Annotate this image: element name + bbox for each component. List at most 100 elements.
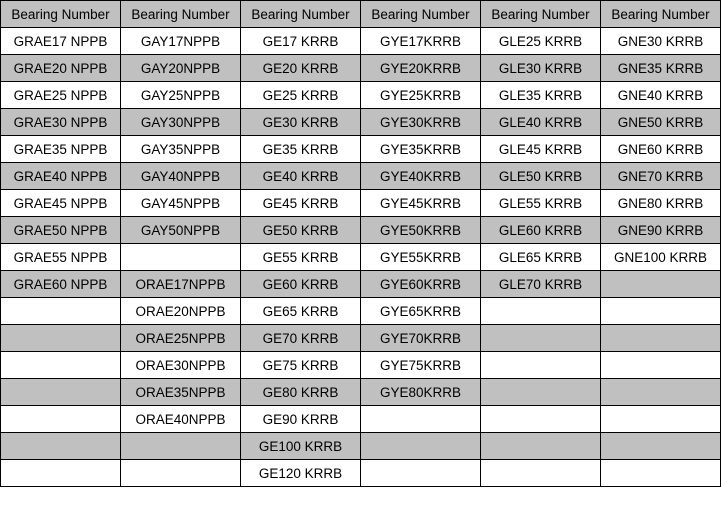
cell: GE75 KRRB: [240, 351, 361, 379]
cell: GYE70KRRB: [360, 324, 481, 352]
cell: GLE70 KRRB: [480, 270, 601, 298]
header-row: Bearing Number Bearing Number Bearing Numb…: [0, 0, 721, 28]
cell: GAY20NPPB: [120, 54, 241, 82]
cell: GYE75KRRB: [360, 351, 481, 379]
table-row: GE120 KRRB: [0, 459, 721, 487]
bearing-table: Bearing Number Bearing Number Bearing Numb…: [0, 0, 721, 487]
header-cell: Bearing Number: [120, 0, 241, 28]
empty-cell: [0, 378, 121, 406]
cell: ORAE25NPPB: [120, 324, 241, 352]
cell: GE30 KRRB: [240, 108, 361, 136]
table-row: GRAE45 NPPB GAY45NPPB GE45 KRRB GYE45KRRB GL…: [0, 189, 721, 217]
cell: GYE25KRRB: [360, 81, 481, 109]
cell: GE80 KRRB: [240, 378, 361, 406]
cell: ORAE40NPPB: [120, 405, 241, 433]
table-row: GE100 KRRB: [0, 432, 721, 460]
cell: GAY35NPPB: [120, 135, 241, 163]
cell: GAY25NPPB: [120, 81, 241, 109]
cell: GE65 KRRB: [240, 297, 361, 325]
empty-cell: [120, 243, 241, 271]
cell: GRAE20 NPPB: [0, 54, 121, 82]
empty-cell: [600, 432, 721, 460]
cell: GNE35 KRRB: [600, 54, 721, 82]
cell: GAY45NPPB: [120, 189, 241, 217]
empty-cell: [0, 432, 121, 460]
cell: GE60 KRRB: [240, 270, 361, 298]
table-row: GRAE17 NPPB GAY17NPPB GE17 KRRB GYE17KRRB GL…: [0, 27, 721, 55]
cell: ORAE20NPPB: [120, 297, 241, 325]
cell: GNE100 KRRB: [600, 243, 721, 271]
cell: GRAE55 NPPB: [0, 243, 121, 271]
cell: GE35 KRRB: [240, 135, 361, 163]
table-row: ORAE20NPPB GE65 KRRB GYE65KRRB: [0, 297, 721, 325]
table-row: GRAE40 NPPB GAY40NPPB GE40 KRRB GYE40KRRB GL…: [0, 162, 721, 190]
cell: GRAE50 NPPB: [0, 216, 121, 244]
cell: GNE60 KRRB: [600, 135, 721, 163]
cell: GAY50NPPB: [120, 216, 241, 244]
empty-cell: [600, 297, 721, 325]
cell: GNE40 KRRB: [600, 81, 721, 109]
cell: GYE50KRRB: [360, 216, 481, 244]
table-row: GRAE60 NPPB ORAE17NPPB GE60 KRRB GYE60KRRB G…: [0, 270, 721, 298]
empty-cell: [120, 432, 241, 460]
empty-cell: [120, 459, 241, 487]
table-row: GRAE50 NPPB GAY50NPPB GE50 KRRB GYE50KRRB GL…: [0, 216, 721, 244]
cell: GLE35 KRRB: [480, 81, 601, 109]
cell: GNE30 KRRB: [600, 27, 721, 55]
table-row: ORAE25NPPB GE70 KRRB GYE70KRRB: [0, 324, 721, 352]
cell: GYE30KRRB: [360, 108, 481, 136]
cell: GE90 KRRB: [240, 405, 361, 433]
cell: GNE90 KRRB: [600, 216, 721, 244]
cell: GLE40 KRRB: [480, 108, 601, 136]
empty-cell: [600, 378, 721, 406]
empty-cell: [480, 324, 601, 352]
header-cell: Bearing Number: [360, 0, 481, 28]
cell: GE120 KRRB: [240, 459, 361, 487]
cell: GAY40NPPB: [120, 162, 241, 190]
cell: GLE45 KRRB: [480, 135, 601, 163]
cell: GE50 KRRB: [240, 216, 361, 244]
cell: GE100 KRRB: [240, 432, 361, 460]
empty-cell: [600, 405, 721, 433]
cell: GE40 KRRB: [240, 162, 361, 190]
header-cell: Bearing Number: [240, 0, 361, 28]
cell: GAY30NPPB: [120, 108, 241, 136]
table-row: GRAE25 NPPB GAY25NPPB GE25 KRRB GYE25KRRB GL…: [0, 81, 721, 109]
table-row: GRAE55 NPPB GE55 KRRB GYE55KRRB GLE65 KRRB G…: [0, 243, 721, 271]
empty-cell: [360, 432, 481, 460]
table-row: GRAE20 NPPB GAY20NPPB GE20 KRRB GYE20KRRB GL…: [0, 54, 721, 82]
cell: GLE60 KRRB: [480, 216, 601, 244]
cell: GRAE45 NPPB: [0, 189, 121, 217]
empty-cell: [600, 270, 721, 298]
cell: GE70 KRRB: [240, 324, 361, 352]
empty-cell: [480, 405, 601, 433]
empty-cell: [480, 378, 601, 406]
empty-cell: [600, 351, 721, 379]
cell: GYE20KRRB: [360, 54, 481, 82]
empty-cell: [600, 324, 721, 352]
cell: GYE17KRRB: [360, 27, 481, 55]
table-row: ORAE35NPPB GE80 KRRB GYE80KRRB: [0, 378, 721, 406]
cell: GRAE25 NPPB: [0, 81, 121, 109]
table-row: GRAE35 NPPB GAY35NPPB GE35 KRRB GYE35KRRB GL…: [0, 135, 721, 163]
empty-cell: [0, 297, 121, 325]
empty-cell: [480, 351, 601, 379]
cell: GYE35KRRB: [360, 135, 481, 163]
empty-cell: [480, 459, 601, 487]
cell: GLE50 KRRB: [480, 162, 601, 190]
cell: GYE80KRRB: [360, 378, 481, 406]
empty-cell: [0, 324, 121, 352]
header-cell: Bearing Number: [600, 0, 721, 28]
cell: GAY17NPPB: [120, 27, 241, 55]
cell: GYE55KRRB: [360, 243, 481, 271]
cell: GYE65KRRB: [360, 297, 481, 325]
table-row: GRAE30 NPPB GAY30NPPB GE30 KRRB GYE30KRRB GL…: [0, 108, 721, 136]
cell: GLE65 KRRB: [480, 243, 601, 271]
empty-cell: [360, 459, 481, 487]
cell: GE55 KRRB: [240, 243, 361, 271]
empty-cell: [0, 405, 121, 433]
cell: GLE25 KRRB: [480, 27, 601, 55]
empty-cell: [0, 459, 121, 487]
cell: GE20 KRRB: [240, 54, 361, 82]
cell: GYE40KRRB: [360, 162, 481, 190]
